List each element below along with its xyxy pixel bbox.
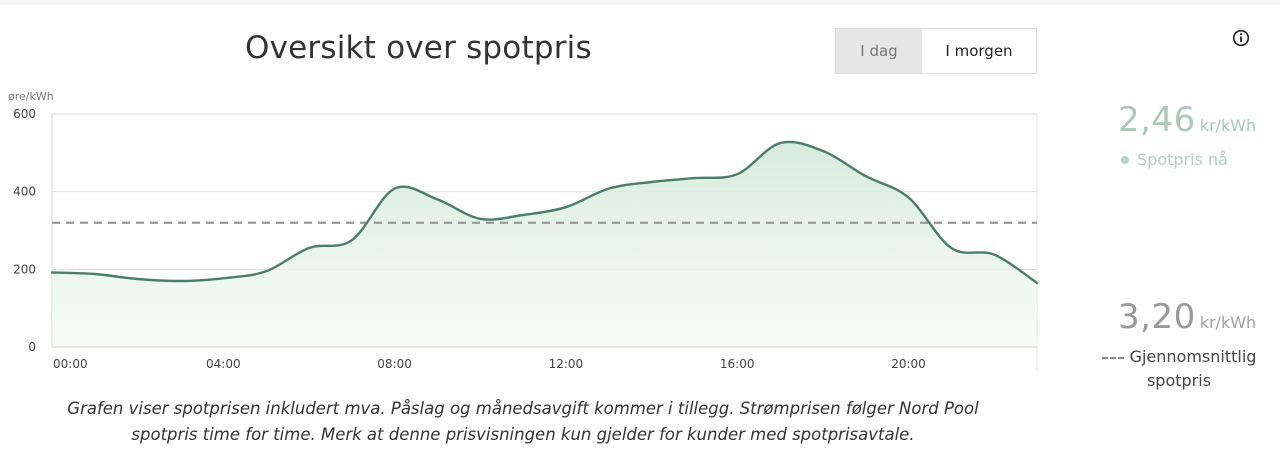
- average-label-line2: spotpris: [1146, 371, 1212, 390]
- spot-price-chart: 0 200 400 600 00:00 04:00 08:00 12:00 16:00 20:00: [13, 107, 1039, 371]
- toggle-today-button[interactable]: I dag: [836, 29, 922, 73]
- spot-price-line: [50, 140, 1039, 285]
- day-toggle: I dag I morgen: [835, 28, 1037, 74]
- dashed-line-icon: [1101, 356, 1124, 359]
- average-number: 3,20: [1118, 297, 1196, 337]
- price-area-fill: [52, 141, 1037, 347]
- average-label-line1: Gjennomsnittlig: [1129, 347, 1257, 366]
- spot-now-number: 2,46: [1118, 100, 1196, 140]
- spot-now-value: 2,46 kr/kWh: [1118, 100, 1256, 140]
- y-tick-label-0: 0: [28, 340, 36, 354]
- x-tick-label-04:00: 04:00: [206, 357, 241, 371]
- toggle-tomorrow-button[interactable]: I morgen: [922, 29, 1036, 73]
- spot-now-unit: kr/kWh: [1199, 116, 1257, 135]
- x-tick-label-16:00: 16:00: [720, 357, 755, 371]
- spot-now-legend: Spotpris nå: [1121, 150, 1228, 169]
- x-tick-label-08:00: 08:00: [377, 357, 412, 371]
- info-icon[interactable]: [1232, 29, 1250, 47]
- top-strip: [0, 0, 1280, 5]
- page-title: Oversikt over spotpris: [245, 30, 592, 66]
- x-tick-label-00:00: 00:00: [53, 357, 88, 371]
- average-legend: Gjennomsnittlig spotpris: [1094, 345, 1264, 393]
- x-tick-label-20:00: 20:00: [891, 357, 926, 371]
- spot-now-label: Spotpris nå: [1137, 150, 1228, 169]
- y-axis-unit-label: øre/kWh: [8, 90, 54, 103]
- chart-caption: Grafen viser spotprisen inkludert mva. P…: [67, 399, 979, 444]
- y-tick-label-200: 200: [13, 262, 36, 276]
- average-value: 3,20 kr/kWh: [1118, 297, 1256, 337]
- average-unit: kr/kWh: [1199, 313, 1257, 332]
- spot-now-dot-icon: [1121, 155, 1129, 164]
- x-tick-label-12:00: 12:00: [549, 357, 584, 371]
- y-tick-label-400: 400: [13, 185, 36, 199]
- y-tick-label-600: 600: [13, 107, 36, 121]
